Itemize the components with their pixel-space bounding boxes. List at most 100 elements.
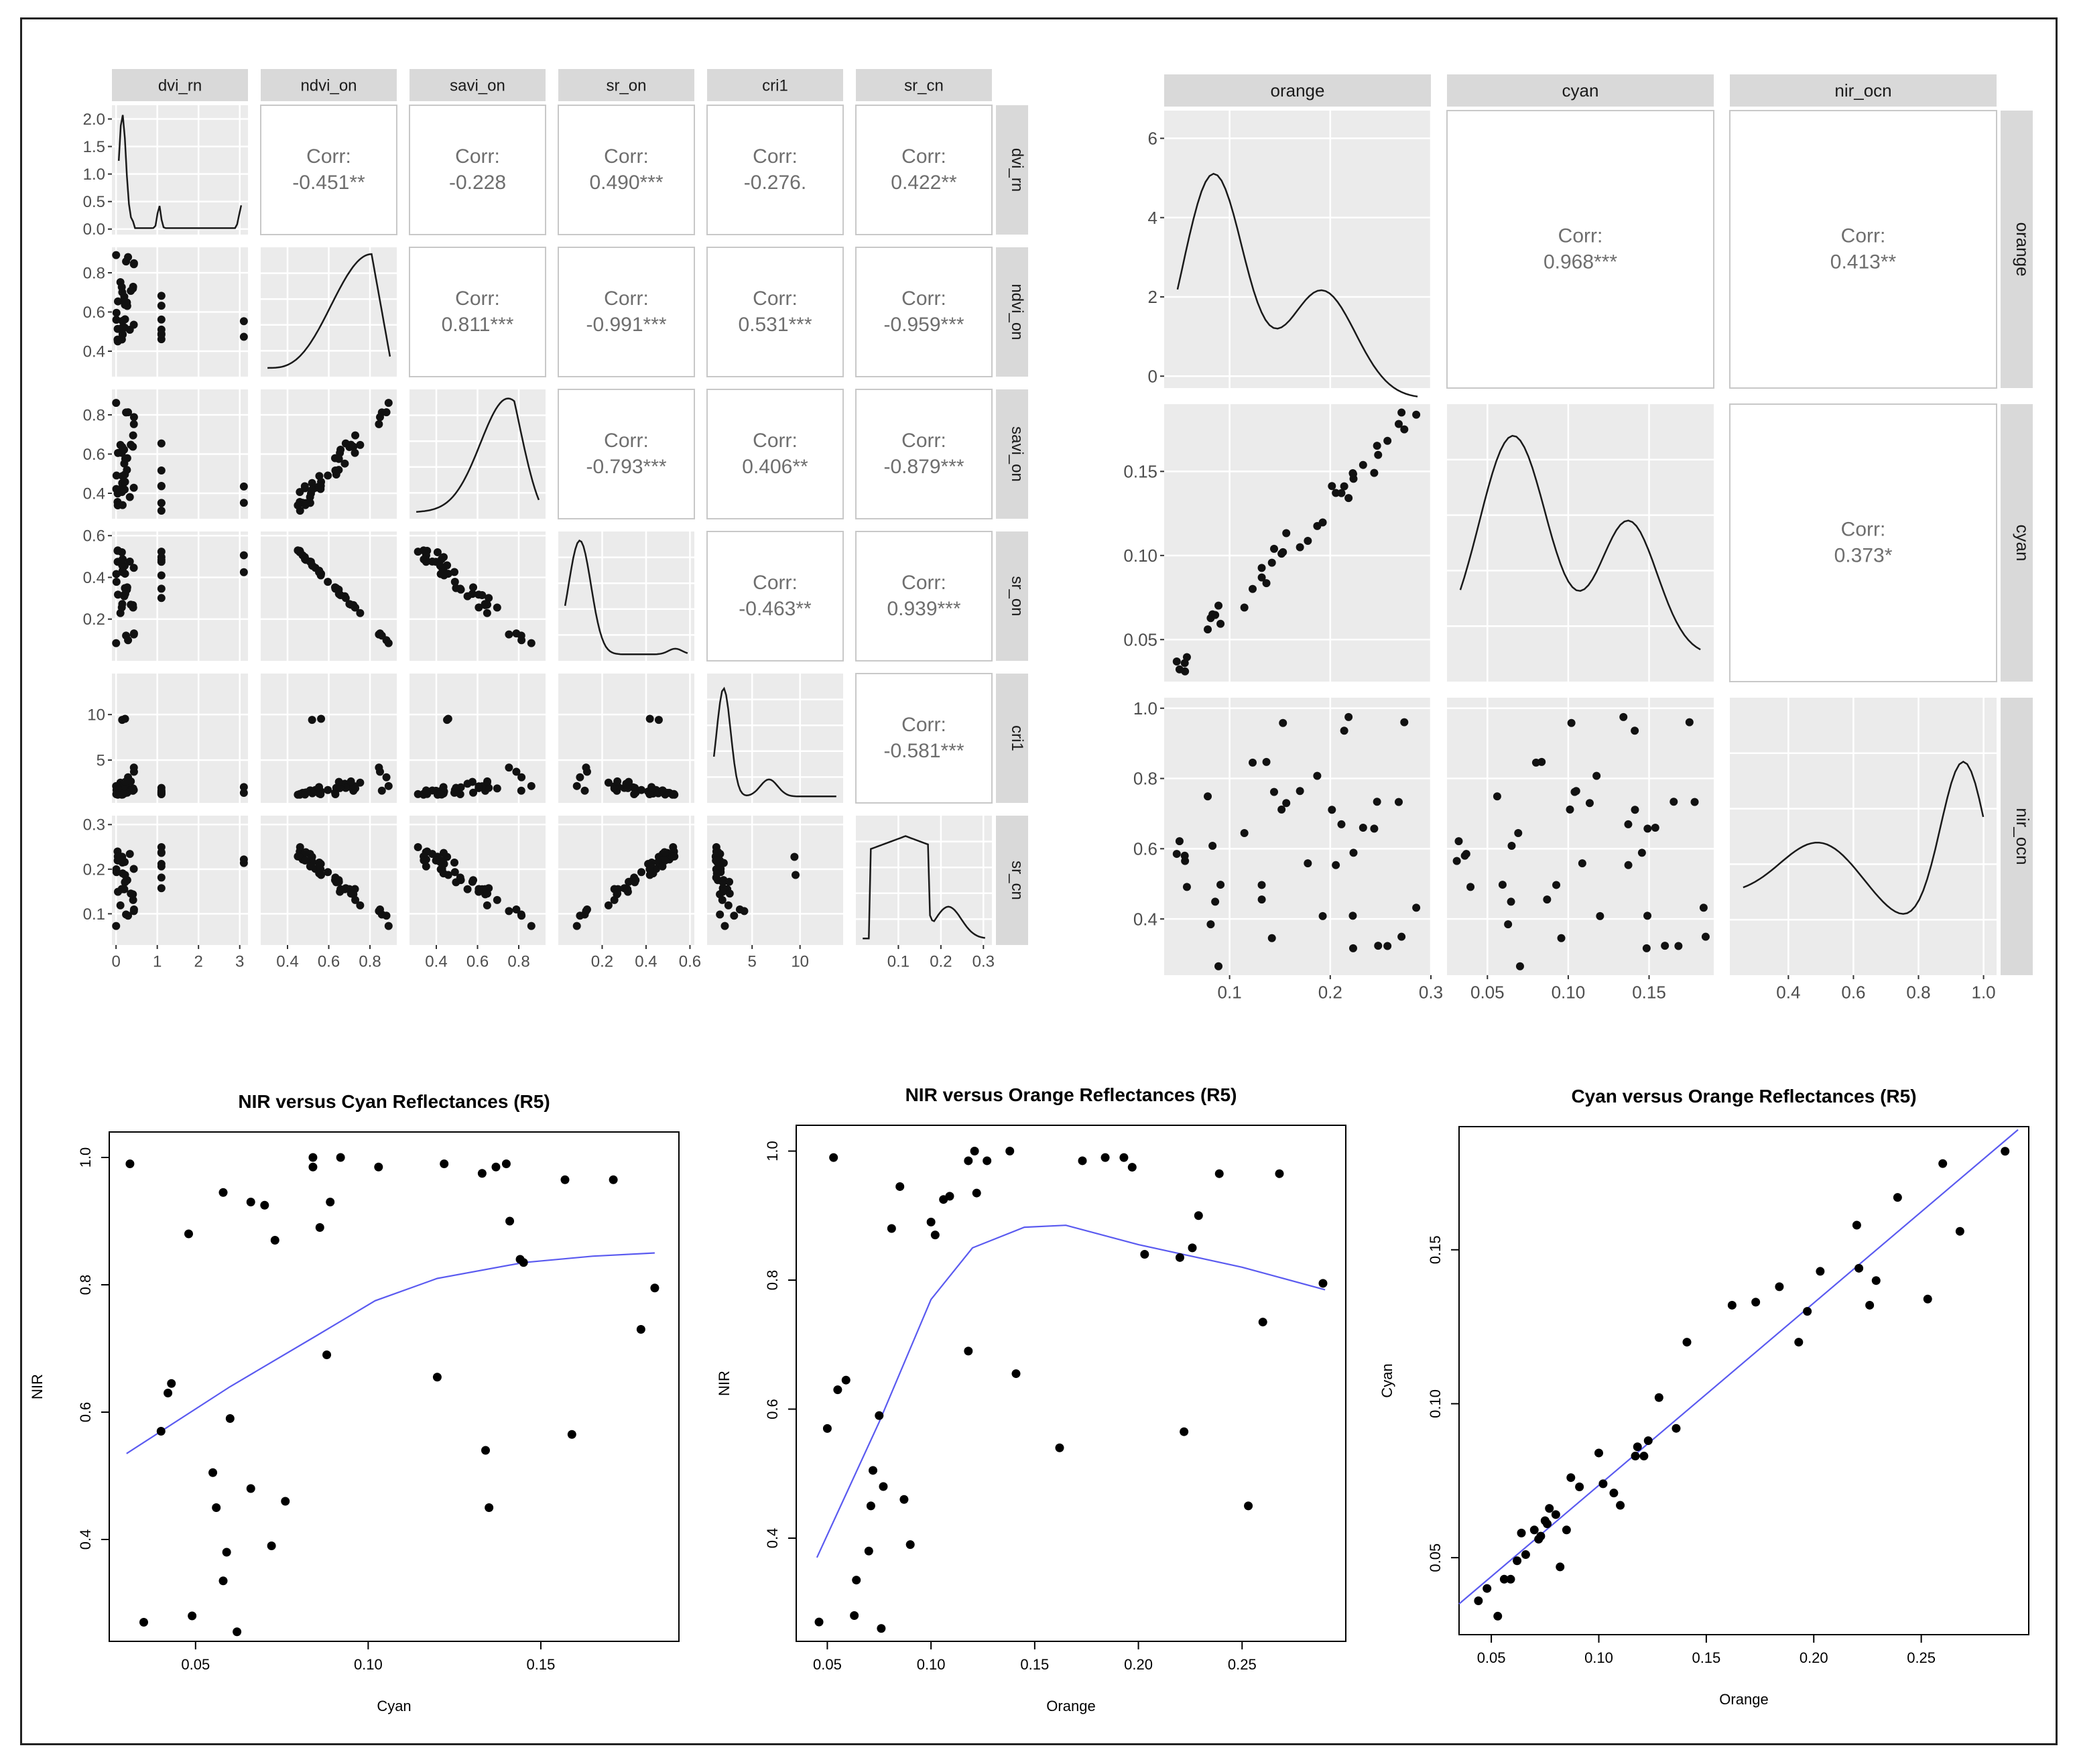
corr-label: Corr: [1841,519,1886,541]
x-tick-label: 0.25 [1907,1649,1936,1666]
x-tick-label: 0.2 [591,952,613,970]
x-tick-label: 0.10 [917,1656,946,1673]
data-point [1493,792,1501,801]
data-point [129,413,138,422]
data-point [475,590,483,599]
data-point [1216,619,1225,628]
y-tick-label: 0.15 [1427,1235,1444,1264]
y-tick-label: 0.05 [1427,1544,1444,1572]
data-point [609,1175,618,1184]
data-point [1119,1153,1129,1162]
x-axis-label: Orange [1046,1698,1095,1714]
data-point [1249,584,1257,593]
correlation-panel [855,389,993,519]
data-point [475,887,483,896]
data-point [113,546,122,555]
data-point [315,482,324,491]
y-tick-label: 0.6 [1133,838,1157,859]
data-point [121,714,129,723]
data-point [347,601,355,609]
data-point [501,1159,511,1168]
data-point [296,488,304,497]
data-point [1631,806,1639,814]
data-point [829,1153,838,1162]
y-tick-label: 0.6 [77,1402,94,1423]
data-point [1175,1253,1184,1262]
data-point [1592,771,1601,780]
data-point [517,910,525,919]
y-tick-label: 4 [1148,208,1157,228]
data-point [439,859,448,867]
data-point [1194,1211,1203,1220]
data-point [604,901,613,909]
data-point [1296,543,1304,552]
data-point [1631,727,1639,735]
corr-value: -0.959*** [883,314,964,336]
data-point [1701,932,1710,941]
density-curve [863,835,986,940]
data-point [112,251,121,259]
data-point [483,609,491,617]
panel-background [1730,698,1997,975]
row-strip [996,531,1028,661]
data-point [112,639,121,647]
data-point [983,1156,992,1166]
row-label-cri1: cri1 [1008,725,1026,751]
data-point [334,777,343,786]
corr-value: -0.879*** [883,456,964,478]
data-point [875,1411,884,1420]
data-point [308,1153,318,1162]
x-tick-label: 0 [111,952,120,970]
data-point [1348,944,1357,952]
corr-value: 0.939*** [887,598,960,620]
corr-label: Corr: [753,145,798,168]
data-point [356,901,365,909]
data-point [1400,718,1409,727]
correlation-panel [855,673,993,804]
column-label-cyan: cyan [1562,80,1599,101]
x-tick-label: 10 [791,952,809,970]
data-point [315,472,324,481]
corr-label: Corr: [604,430,649,452]
data-point [1816,1267,1825,1276]
data-point [647,859,656,867]
data-point [436,790,445,799]
y-tick-label: 1.0 [77,1147,94,1168]
data-point [121,590,129,598]
data-point [157,315,166,324]
data-point [270,1236,279,1245]
data-point [658,862,667,871]
corr-label: Corr: [901,572,946,594]
data-point [1182,883,1191,891]
figure-canvas: dvi_rn ndvi_on savi_on sr_on cri1 sr_cn dvi_rn… [29,69,2033,1714]
data-point [1513,1556,1522,1566]
data-point [1498,881,1507,889]
data-point [1344,494,1353,503]
data-point [336,448,344,457]
data-point [1460,851,1469,860]
y-tick-label: 0.10 [1427,1389,1444,1418]
data-point [895,1182,905,1191]
data-point [456,584,464,593]
y-tick-label: 0.6 [764,1399,781,1420]
data-point [450,859,458,867]
row-strip [2001,404,2033,682]
data-point [157,482,166,491]
data-point [118,501,127,509]
data-point [887,1224,896,1233]
x-tick-label: 0.4 [635,952,657,970]
data-point [1279,548,1287,556]
y-tick-label: 0.6 [83,304,105,322]
panel-background [1164,111,1431,388]
data-point [1397,408,1406,417]
data-point [1340,727,1348,735]
data-point [1616,1501,1625,1510]
data-point [129,784,137,793]
data-point [1893,1193,1902,1202]
y-tick-label: 0.4 [83,342,105,361]
data-point [233,1627,242,1637]
data-point [1557,934,1566,942]
data-point [610,895,619,904]
data-point [167,1379,176,1388]
plot-box [796,1125,1346,1642]
